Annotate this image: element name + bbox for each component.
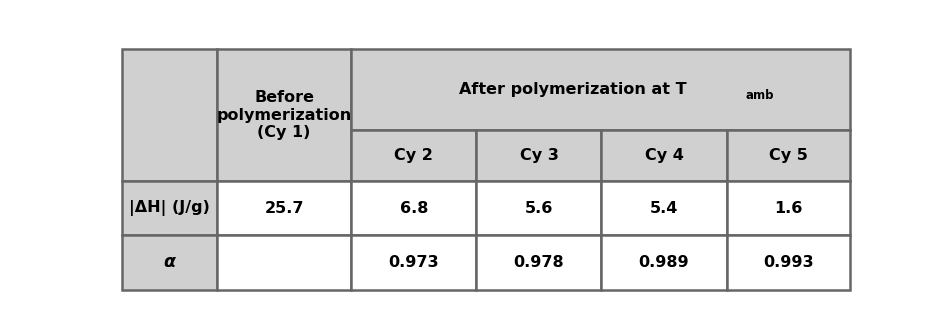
- Bar: [726, 181, 849, 235]
- Bar: [726, 130, 849, 181]
- Bar: [477, 181, 601, 235]
- Text: 0.993: 0.993: [763, 255, 813, 270]
- Text: Before
polymerization
(Cy 1): Before polymerization (Cy 1): [216, 90, 352, 140]
- Bar: [217, 49, 352, 181]
- Bar: [352, 49, 849, 130]
- Bar: [601, 130, 726, 181]
- Text: 5.6: 5.6: [525, 201, 553, 216]
- Text: 0.973: 0.973: [389, 255, 439, 270]
- Bar: [601, 181, 726, 235]
- Bar: [601, 235, 726, 290]
- Bar: [477, 130, 601, 181]
- Text: 0.978: 0.978: [514, 255, 564, 270]
- Bar: [352, 181, 477, 235]
- Bar: [726, 235, 849, 290]
- Bar: [352, 235, 477, 290]
- Text: 25.7: 25.7: [264, 201, 303, 216]
- Bar: [477, 235, 601, 290]
- Bar: [352, 130, 477, 181]
- Text: 0.989: 0.989: [639, 255, 689, 270]
- Text: After polymerization at T: After polymerization at T: [459, 82, 686, 97]
- Text: Cy 2: Cy 2: [394, 148, 433, 163]
- Bar: [217, 235, 352, 290]
- Text: 5.4: 5.4: [650, 201, 678, 216]
- Text: Cy 5: Cy 5: [769, 148, 808, 163]
- Text: Cy 3: Cy 3: [520, 148, 558, 163]
- Text: α: α: [163, 254, 175, 272]
- Text: Cy 4: Cy 4: [645, 148, 684, 163]
- Text: amb: amb: [745, 89, 774, 102]
- Bar: [122, 235, 217, 290]
- Text: |ΔH| (J/g): |ΔH| (J/g): [129, 200, 210, 216]
- Bar: [122, 181, 217, 235]
- Text: 1.6: 1.6: [774, 201, 802, 216]
- Bar: [122, 49, 217, 181]
- Bar: [217, 181, 352, 235]
- Text: 6.8: 6.8: [400, 201, 428, 216]
